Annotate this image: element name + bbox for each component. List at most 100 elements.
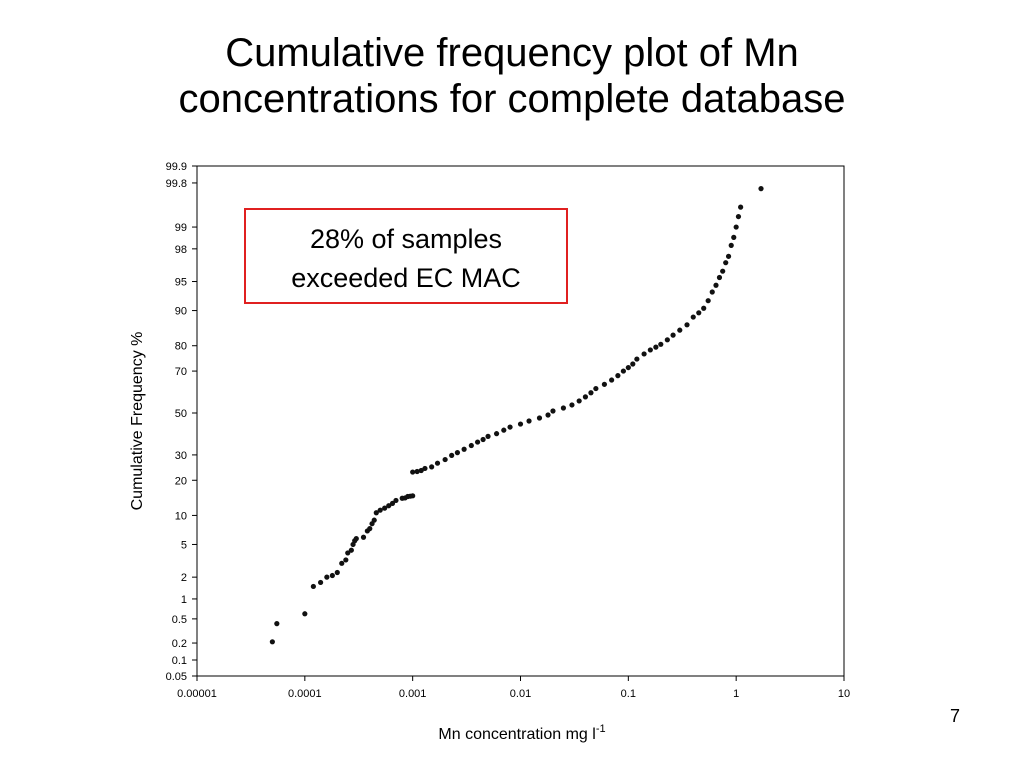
- data-point: [310, 583, 316, 590]
- data-point: [738, 204, 744, 210]
- y-tick-label: 50: [175, 408, 187, 420]
- data-point: [620, 368, 626, 374]
- y-tick-label: 99.9: [166, 161, 187, 173]
- data-point: [324, 574, 330, 580]
- y-tick-label: 10: [175, 510, 187, 522]
- annotation-border: [244, 208, 568, 304]
- data-point: [728, 242, 734, 248]
- data-point: [382, 505, 388, 511]
- data-point: [653, 344, 659, 350]
- data-point: [517, 421, 524, 427]
- data-point: [345, 550, 351, 556]
- data-point: [317, 579, 324, 586]
- data-point: [507, 424, 513, 430]
- y-tick-label: 0.05: [166, 671, 187, 683]
- x-tick-label: 0.1: [621, 688, 636, 700]
- annotation-line-2: exceeded EC MAC: [291, 263, 521, 293]
- data-point: [434, 460, 441, 466]
- data-point: [274, 621, 280, 627]
- data-point: [713, 282, 719, 288]
- data-points: [269, 186, 764, 645]
- y-tick-label: 80: [175, 341, 187, 353]
- data-point: [615, 373, 621, 379]
- data-point: [449, 452, 455, 458]
- y-tick-label: 99.8: [166, 178, 187, 190]
- slide-title-line-2: concentrations for complete database: [178, 77, 846, 121]
- data-point: [560, 405, 567, 411]
- data-point: [705, 298, 711, 304]
- data-point: [377, 507, 383, 513]
- data-point: [588, 390, 594, 396]
- data-point: [630, 361, 636, 367]
- data-point: [593, 385, 599, 392]
- data-point: [647, 347, 653, 353]
- data-point: [677, 327, 683, 333]
- data-point: [474, 439, 481, 445]
- data-point: [716, 274, 723, 281]
- y-tick-label: 99: [175, 222, 187, 234]
- data-point: [422, 465, 428, 472]
- data-point: [725, 253, 732, 259]
- data-point: [493, 431, 500, 437]
- data-point: [269, 639, 275, 645]
- data-point: [386, 503, 392, 509]
- slide-title-line-1: Cumulative frequency plot of Mn: [225, 31, 799, 75]
- data-point: [393, 497, 399, 504]
- data-point: [576, 398, 582, 404]
- data-point: [410, 469, 416, 475]
- x-axis-title: Mn concentration mg l-1: [438, 723, 605, 743]
- data-point: [371, 517, 377, 523]
- data-point: [634, 356, 640, 362]
- y-tick-label: 0.5: [172, 614, 187, 626]
- data-point: [410, 493, 416, 499]
- x-tick-label: 1: [733, 688, 739, 700]
- data-point: [723, 260, 729, 266]
- data-point: [468, 442, 474, 449]
- data-point: [414, 468, 420, 475]
- data-point: [731, 234, 737, 240]
- x-axis-ticks: 0.00001 0.0001 0.001 0.01 0.1 1 10: [177, 676, 850, 700]
- data-point: [348, 547, 354, 553]
- y-tick-label: 70: [175, 366, 187, 378]
- data-point: [609, 377, 615, 383]
- y-axis-title: Cumulative Frequency %: [129, 332, 146, 511]
- x-tick-label: 0.001: [399, 688, 427, 700]
- data-point: [367, 526, 373, 532]
- data-point: [758, 186, 764, 192]
- data-point: [429, 464, 435, 470]
- data-point: [733, 224, 739, 230]
- y-tick-label: 1: [181, 594, 187, 606]
- annotation-line-1: 28% of samples: [310, 224, 502, 254]
- data-point: [526, 418, 532, 424]
- y-tick-label: 5: [181, 539, 187, 551]
- data-point: [480, 436, 486, 443]
- y-tick-label: 20: [175, 475, 187, 487]
- annotation-box: 28% of samples exceeded EC MAC: [244, 208, 568, 304]
- data-point: [658, 341, 664, 347]
- x-tick-label: 0.0001: [288, 688, 322, 700]
- data-point: [696, 310, 702, 316]
- data-point: [360, 534, 367, 540]
- data-point: [536, 415, 543, 421]
- slide-title: Cumulative frequency plot of Mn concentr…: [0, 30, 1024, 122]
- data-point: [329, 572, 335, 579]
- data-point: [664, 337, 670, 343]
- x-axis-title-superscript: -1: [596, 723, 606, 735]
- data-point: [720, 268, 726, 274]
- data-point: [701, 305, 707, 311]
- data-point: [454, 450, 461, 456]
- data-point: [684, 322, 690, 328]
- data-point: [582, 394, 589, 400]
- data-point: [501, 427, 507, 433]
- y-tick-label: 30: [175, 450, 187, 462]
- y-tick-label: 95: [175, 277, 187, 289]
- data-point: [353, 536, 359, 542]
- data-point: [389, 500, 396, 507]
- data-point: [339, 560, 345, 566]
- x-axis-title-main: Mn concentration mg l: [438, 726, 595, 743]
- data-point: [601, 381, 608, 387]
- y-tick-label: 0.1: [172, 655, 187, 667]
- y-tick-label: 98: [175, 244, 187, 256]
- data-point: [461, 446, 467, 452]
